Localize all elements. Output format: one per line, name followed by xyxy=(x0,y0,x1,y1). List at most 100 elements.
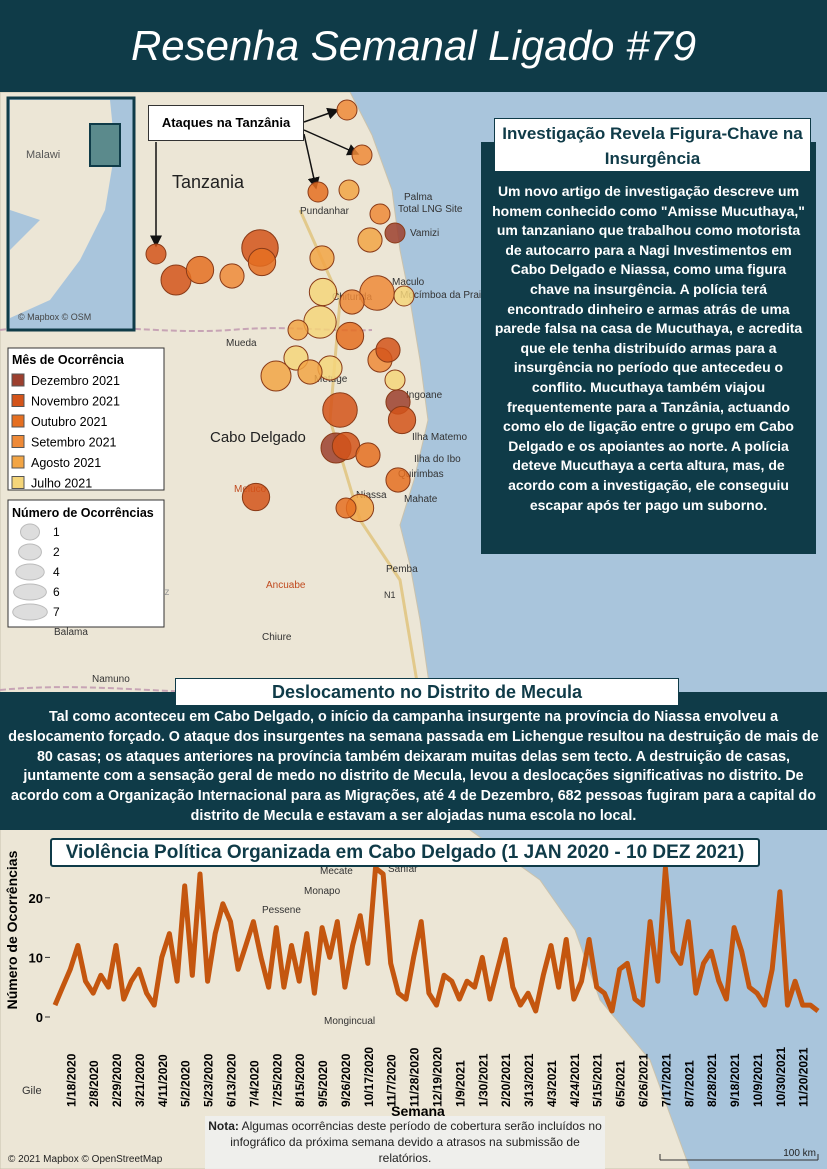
article-body: Tal como aconteceu em Cabo Delgado, o in… xyxy=(0,692,827,830)
y-tick-label: 20 xyxy=(29,891,43,906)
scale-label: 100 km xyxy=(783,1148,816,1159)
x-tick-label: 12/19/2020 xyxy=(431,1047,445,1107)
place-label: Chiure xyxy=(262,632,292,643)
legend-title: Mês de Ocorrência xyxy=(12,353,125,367)
x-tick-label: 1/18/2020 xyxy=(64,1053,78,1107)
legend-label: Setembro 2021 xyxy=(31,436,117,450)
inset-label: Malawi xyxy=(26,149,60,161)
arrow xyxy=(303,133,320,190)
x-tick-label: 10/17/2020 xyxy=(362,1047,376,1107)
place-label: Balama xyxy=(54,627,88,638)
legend-size xyxy=(20,523,40,541)
x-tick-label: 1/30/2021 xyxy=(476,1053,490,1107)
chart: 0 10 20 Número de Ocorrências 1/18/2020 2/8/2… xyxy=(4,850,820,1119)
event-bubble xyxy=(338,179,360,201)
place-label: Cabo Delgado xyxy=(210,429,306,446)
x-tick-label: 3/13/2021 xyxy=(522,1053,536,1107)
place-label: Quirimbas xyxy=(398,469,444,480)
place-label: Pemba xyxy=(386,564,418,575)
y-tick-label: 0 xyxy=(36,1010,43,1025)
legend-swatch xyxy=(11,435,25,448)
legend-label: Novembro 2021 xyxy=(31,395,120,409)
x-tick-label: 6/26/2021 xyxy=(637,1053,651,1107)
x-tick-label: 5/15/2021 xyxy=(591,1053,605,1107)
article-title: Investigação Revela Figura-Chave na Insu… xyxy=(494,118,811,172)
place-label: Sanfar xyxy=(388,864,418,875)
line-series xyxy=(52,865,820,1014)
inset-credit: © Mapbox © OSM xyxy=(18,312,91,322)
legend-label: 1 xyxy=(53,525,60,539)
place-label: Total LNG Site xyxy=(398,204,463,215)
legend-size xyxy=(12,603,48,621)
chart-title: Violência Política Organizada em Cabo De… xyxy=(50,838,760,867)
x-axis-label: Semana xyxy=(391,1103,445,1119)
x-tick-label: 2/20/2021 xyxy=(499,1053,513,1107)
event-bubble xyxy=(219,263,245,289)
month-legend xyxy=(7,347,165,491)
legend-label: Dezembro 2021 xyxy=(31,374,120,388)
place-label: Mahate xyxy=(404,494,438,505)
article-body: Um novo artigo de investigação descreve … xyxy=(481,142,816,554)
place-label: Vamizi xyxy=(410,228,439,239)
event-bubble xyxy=(336,99,358,121)
legend-label: 7 xyxy=(53,605,60,619)
x-tick-label: 7/4/2020 xyxy=(247,1060,261,1107)
event-bubble xyxy=(384,369,406,391)
place-label: Palma xyxy=(404,192,433,203)
x-tick-label: 11/28/2020 xyxy=(408,1047,422,1107)
legend-size xyxy=(18,543,42,561)
event-bubble xyxy=(247,247,277,277)
x-tick-label: 2/29/2020 xyxy=(110,1053,124,1107)
event-bubble xyxy=(307,181,329,203)
event-bubble xyxy=(393,285,415,307)
x-tick-label: 5/2/2020 xyxy=(179,1060,193,1107)
place-label: Tanzania xyxy=(172,172,245,192)
event-bubble xyxy=(287,319,309,341)
event-bubble xyxy=(297,359,323,385)
place-label: Pundanhar xyxy=(300,206,350,217)
x-tick-label: 4/3/2021 xyxy=(545,1060,559,1107)
legend-label: Agosto 2021 xyxy=(31,456,101,470)
article-title: Deslocamento no Distrito de Mecula xyxy=(175,678,679,706)
inset-lake xyxy=(10,210,40,250)
arrow xyxy=(303,129,360,156)
event-bubble xyxy=(359,275,395,311)
x-tick-label: 3/21/2020 xyxy=(133,1053,147,1107)
place-label: Mocímboa da Praia xyxy=(400,290,487,301)
event-bubble xyxy=(335,321,365,351)
place-label: Ancuabe xyxy=(266,580,306,591)
place-label: Niassa xyxy=(356,490,387,501)
x-tick-label: 7/25/2020 xyxy=(270,1053,284,1107)
event-bubble xyxy=(260,360,292,392)
legend-title: Número de Ocorrências xyxy=(12,506,154,520)
y-axis-label: Número de Ocorrências xyxy=(4,850,20,1009)
size-legend-items: 1 2 4 6 7 xyxy=(12,523,60,621)
event-bubble xyxy=(355,442,381,468)
legend-label: Outubro 2021 xyxy=(31,415,107,429)
x-tick-label: 10/9/2021 xyxy=(751,1053,765,1107)
x-tick-label: 5/23/2020 xyxy=(202,1053,216,1107)
x-tick-label: 9/5/2020 xyxy=(316,1060,330,1107)
event-bubble xyxy=(375,337,401,363)
x-tick-label: 9/26/2020 xyxy=(339,1053,353,1107)
event-bubble xyxy=(308,277,338,307)
legend-label: 4 xyxy=(53,565,60,579)
legend-swatch xyxy=(11,414,25,428)
note-label: Nota: xyxy=(208,1119,239,1133)
legend-swatch xyxy=(11,476,25,489)
x-tick-label: 6/5/2021 xyxy=(614,1060,628,1107)
note: Nota: Algumas ocorrências deste período … xyxy=(205,1116,605,1169)
place-label: Mueda xyxy=(226,338,257,349)
event-bubble xyxy=(303,305,337,339)
x-tick-label: 8/15/2020 xyxy=(293,1053,307,1107)
month-legend-items: Dezembro 2021 Novembro 2021 Outubro 2021 Se… xyxy=(11,373,120,491)
x-tick-label: 11/7/2020 xyxy=(385,1054,399,1107)
x-tick-label: 8/7/2021 xyxy=(682,1060,696,1107)
x-tick-label: 10/30/2021 xyxy=(774,1047,788,1107)
place-label: Namuno xyxy=(92,674,130,685)
event-bubble xyxy=(339,289,365,315)
legend-label: Julho 2021 xyxy=(31,477,92,491)
event-bubble xyxy=(369,203,391,225)
place-label: Monapo xyxy=(304,886,341,897)
event-bubble xyxy=(309,245,335,271)
